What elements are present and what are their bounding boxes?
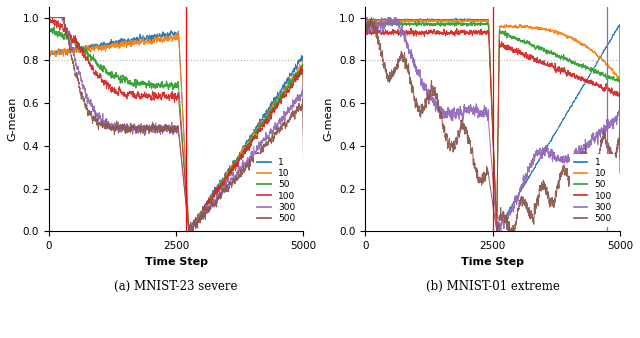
- X-axis label: Time Step: Time Step: [461, 257, 524, 267]
- Title: (a) MNIST-23 severe: (a) MNIST-23 severe: [115, 280, 238, 293]
- X-axis label: Time Step: Time Step: [145, 257, 207, 267]
- Title: (b) MNIST-01 extreme: (b) MNIST-01 extreme: [426, 280, 559, 293]
- Legend: 1, 10, 50, 100, 300, 500: 1, 10, 50, 100, 300, 500: [570, 154, 616, 227]
- Y-axis label: G-mean: G-mean: [323, 97, 333, 141]
- Y-axis label: G-mean: G-mean: [7, 97, 17, 141]
- Legend: 1, 10, 50, 100, 300, 500: 1, 10, 50, 100, 300, 500: [253, 154, 299, 227]
